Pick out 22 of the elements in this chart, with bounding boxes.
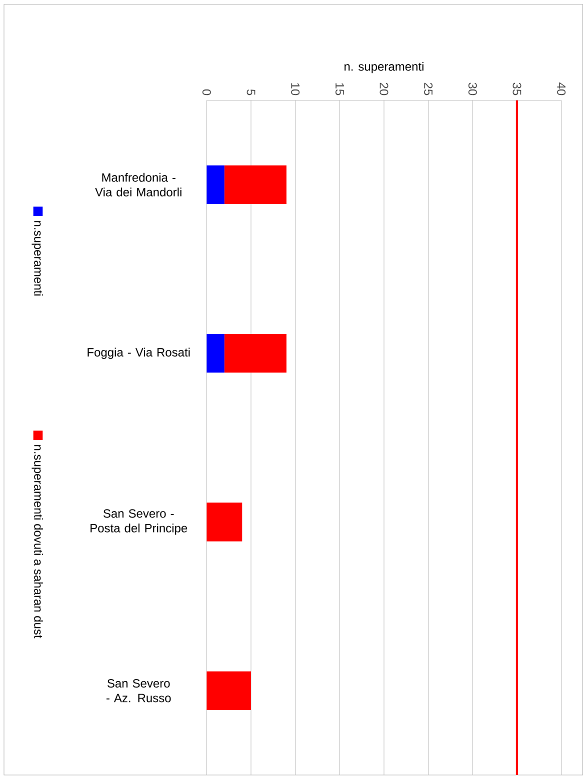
legend-label: n.superamenti dovuti a saharan dust xyxy=(32,445,43,638)
x-tick-label: 5 xyxy=(246,89,256,96)
x-tick-label: 25 xyxy=(424,82,433,96)
x-axis-title: n. superamenti xyxy=(344,62,424,74)
y-tick-label: San Severo - Posta del Principe xyxy=(90,509,188,535)
x-tick-label: 0 xyxy=(202,89,211,96)
x-tick-label: 15 xyxy=(335,83,344,96)
bar xyxy=(224,334,286,373)
x-tick-label: 20 xyxy=(380,82,388,96)
bar xyxy=(224,165,286,204)
y-tick-label: Foggia - Via Rosati xyxy=(88,348,190,359)
y-tick-label: Manfredonia - Via dei Mandorli xyxy=(95,172,182,196)
x-tick-label: 35 xyxy=(512,82,522,96)
x-tick-label: 30 xyxy=(468,82,477,96)
bar xyxy=(206,502,242,542)
y-tick-label: San Severo - Az. Russo xyxy=(106,679,171,702)
x-tick-label: 40 xyxy=(557,82,566,96)
x-tick-label: 10 xyxy=(291,83,300,96)
bar xyxy=(206,165,224,204)
bar xyxy=(206,671,251,710)
legend-label: n.superamenti xyxy=(32,221,43,296)
bar xyxy=(206,334,224,373)
